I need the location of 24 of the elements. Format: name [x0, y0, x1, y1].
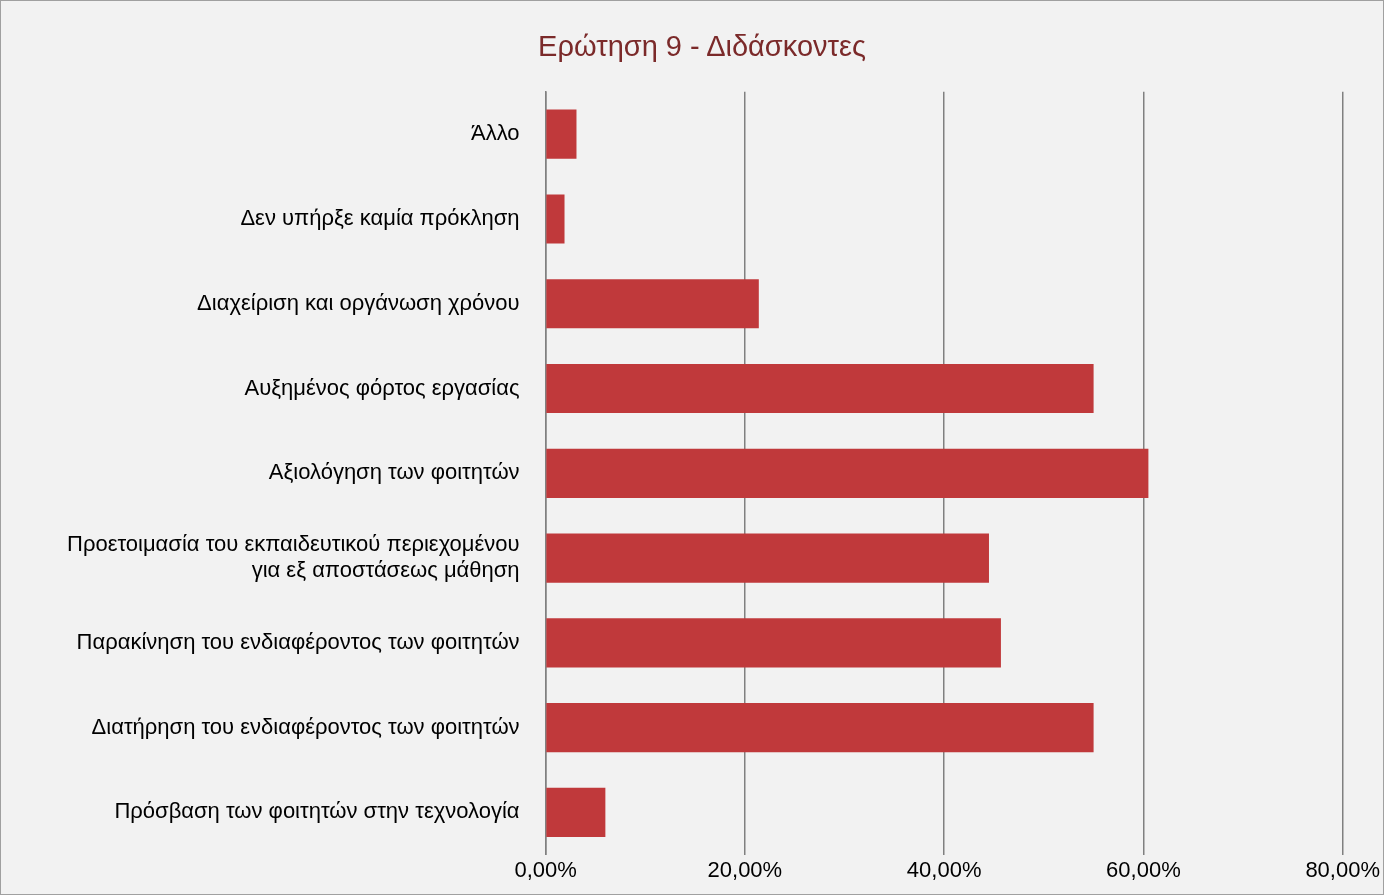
- x-tick-label: 60,00%: [1106, 857, 1181, 883]
- bar: [546, 279, 759, 329]
- bar: [546, 448, 1149, 498]
- y-tick-label: Αυξημένος φόρτος εργασίας: [244, 374, 520, 400]
- bar: [546, 703, 1094, 753]
- bar: [546, 363, 1094, 414]
- y-tick-label: Προετοιμασία του εκπαιδευτικού περιεχομένου για εξ αποστάσεως μάθηση: [67, 530, 520, 583]
- y-tick-label: Άλλο: [471, 120, 520, 146]
- x-tick-label: 20,00%: [707, 857, 783, 883]
- y-tick-label: Δεν υπήρξε καμία πρόκληση: [240, 205, 520, 231]
- bar: [546, 618, 1001, 668]
- x-tick-label: 40,00%: [906, 857, 982, 883]
- chart-title: Ερώτηση 9 - Διδάσκοντες: [538, 30, 866, 63]
- y-tick-label: Διατήρηση του ενδιαφέροντος των φοιτητών: [91, 713, 520, 739]
- y-tick-label: Πρόσβαση των φοιτητών στην τεχνολογία: [114, 798, 520, 824]
- bar: [546, 109, 577, 159]
- bar: [546, 194, 565, 244]
- bar: [546, 787, 606, 837]
- y-tick-label: Αξιολόγηση των φοιτητών: [268, 459, 520, 485]
- bar: [546, 533, 989, 583]
- y-tick-label: Παρακίνηση του ενδιαφέροντος των φοιτητών: [76, 628, 520, 654]
- x-tick-label: 0,00%: [514, 857, 577, 883]
- x-tick-label: 80,00%: [1305, 857, 1380, 883]
- y-tick-label: Διαχείριση και οργάνωση χρόνου: [197, 289, 520, 315]
